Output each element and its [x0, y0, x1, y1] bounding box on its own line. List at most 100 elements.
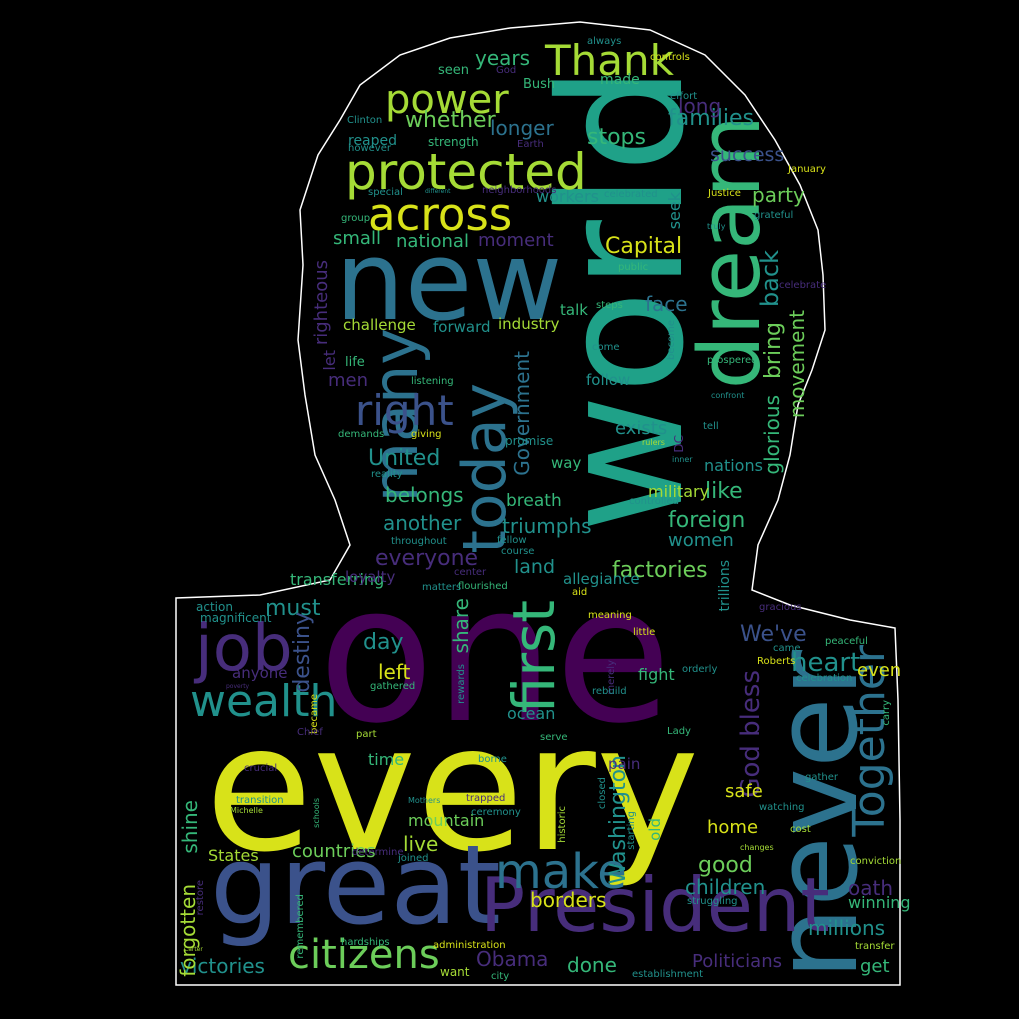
cloud-word: even	[857, 660, 902, 681]
cloud-word: controls	[650, 52, 690, 63]
cloud-word: struggling	[687, 896, 738, 907]
cloud-word: live	[403, 832, 439, 856]
cloud-word: across	[368, 188, 513, 241]
cloud-word: rewards	[456, 664, 467, 704]
cloud-word: share	[449, 598, 473, 654]
cloud-word: challenge	[343, 316, 416, 334]
cloud-word: triumphs	[502, 514, 592, 538]
cloud-word: get	[860, 956, 890, 977]
cloud-word: celebration	[796, 673, 853, 684]
cloud-word: transfer	[855, 941, 895, 952]
cloud-word: done	[567, 953, 617, 977]
cloud-word: come	[592, 342, 620, 353]
cloud-word: shine	[178, 800, 202, 854]
cloud-word: back	[756, 250, 784, 308]
cloud-word: Earth	[517, 139, 544, 150]
cloud-word: closed	[597, 777, 608, 810]
cloud-word: Obama	[476, 947, 549, 971]
cloud-word: changes	[740, 843, 774, 852]
cloud-word: women	[668, 530, 734, 551]
cloud-word: long	[678, 94, 722, 118]
cloud-word: crucial	[244, 763, 278, 774]
cloud-word: listening	[411, 376, 454, 387]
cloud-word: controlled	[629, 496, 679, 507]
cloud-word: nations	[704, 456, 763, 475]
cloud-word: forward	[433, 318, 491, 336]
cloud-word: strength	[428, 135, 479, 149]
cloud-word: hardships	[341, 937, 390, 948]
cloud-word: prospered	[707, 355, 758, 366]
cloud-word: industry	[498, 315, 560, 333]
cloud-word: celebrate	[779, 280, 827, 291]
cloud-word: factories	[612, 558, 708, 583]
cloud-word: tell	[703, 421, 719, 432]
cloud-word: years	[475, 46, 531, 70]
cloud-word: Roberts	[757, 656, 796, 667]
cloud-word: gather	[805, 772, 838, 783]
cloud-word: pain	[608, 755, 641, 773]
cloud-word: children	[685, 875, 766, 899]
cloud-word: ceremony	[471, 807, 521, 818]
cloud-word: Lady	[667, 726, 691, 737]
cloud-word: transition	[236, 795, 284, 806]
cloud-word: seek	[665, 192, 684, 230]
cloud-word: allegiance	[563, 570, 640, 588]
cloud-word: watching	[759, 802, 805, 813]
cloud-word: protected	[345, 143, 587, 201]
cloud-word: party	[752, 183, 805, 207]
cloud-word: whether	[405, 108, 496, 133]
cloud-word: home	[707, 817, 759, 838]
cloud-word: reality	[371, 469, 403, 480]
cloud-word: oath	[848, 876, 894, 900]
cloud-word: neighborhoods	[482, 185, 557, 196]
cloud-word: schools	[312, 798, 321, 828]
cloud-word: Mothers	[408, 796, 441, 805]
cloud-word: confront	[711, 391, 745, 400]
cloud-word: right	[355, 386, 454, 435]
cloud-word: ocean	[507, 704, 556, 723]
cloud-word: God bless	[736, 670, 766, 798]
cloud-word: one	[318, 544, 672, 765]
cloud-word: longer	[490, 116, 554, 140]
cloud-word: face	[645, 292, 688, 316]
cloud-word: transferring	[290, 570, 385, 589]
cloud-word: Justice	[708, 188, 741, 199]
cloud-word: exists	[615, 418, 668, 439]
cloud-word: gathered	[370, 681, 416, 692]
cloud-word: restore	[195, 880, 206, 916]
cloud-word: throughout	[391, 536, 447, 547]
cloud-word: reaped	[348, 133, 398, 149]
cloud-word: city	[491, 971, 510, 982]
cloud-word: countries	[292, 841, 376, 862]
cloud-word: little	[633, 627, 656, 638]
cloud-word: every	[205, 688, 700, 891]
cloud-word: Government	[510, 351, 534, 476]
cloud-word: steps	[596, 300, 623, 311]
cloud-word: workers	[536, 187, 599, 206]
cloud-word: DC	[672, 435, 686, 453]
cloud-word: heart	[791, 648, 861, 678]
cloud-word: citizens	[288, 932, 440, 978]
cloud-word: glorious	[760, 395, 784, 475]
cloud-word: gracious	[759, 602, 802, 613]
cloud-word: United	[368, 446, 441, 471]
cloud-word: joined	[398, 853, 429, 864]
cloud-word: wealth	[190, 676, 338, 727]
cloud-word: celebrated	[604, 189, 658, 200]
cloud-word: center	[454, 567, 487, 578]
cloud-word: another	[383, 511, 462, 535]
cloud-word: make	[495, 844, 627, 900]
cloud-word: serve	[540, 732, 568, 743]
cloud-word: must	[265, 596, 321, 621]
cloud-word: grateful	[754, 210, 794, 221]
cloud-word: movement	[785, 310, 809, 419]
cloud-word: rebuild	[592, 686, 627, 697]
cloud-word: matters	[422, 582, 462, 593]
cloud-word: however	[348, 143, 391, 154]
cloud-word: new	[335, 217, 563, 345]
cloud-word: part	[356, 729, 377, 740]
cloud-word: let	[320, 350, 339, 371]
cloud-word: starting	[626, 811, 637, 850]
